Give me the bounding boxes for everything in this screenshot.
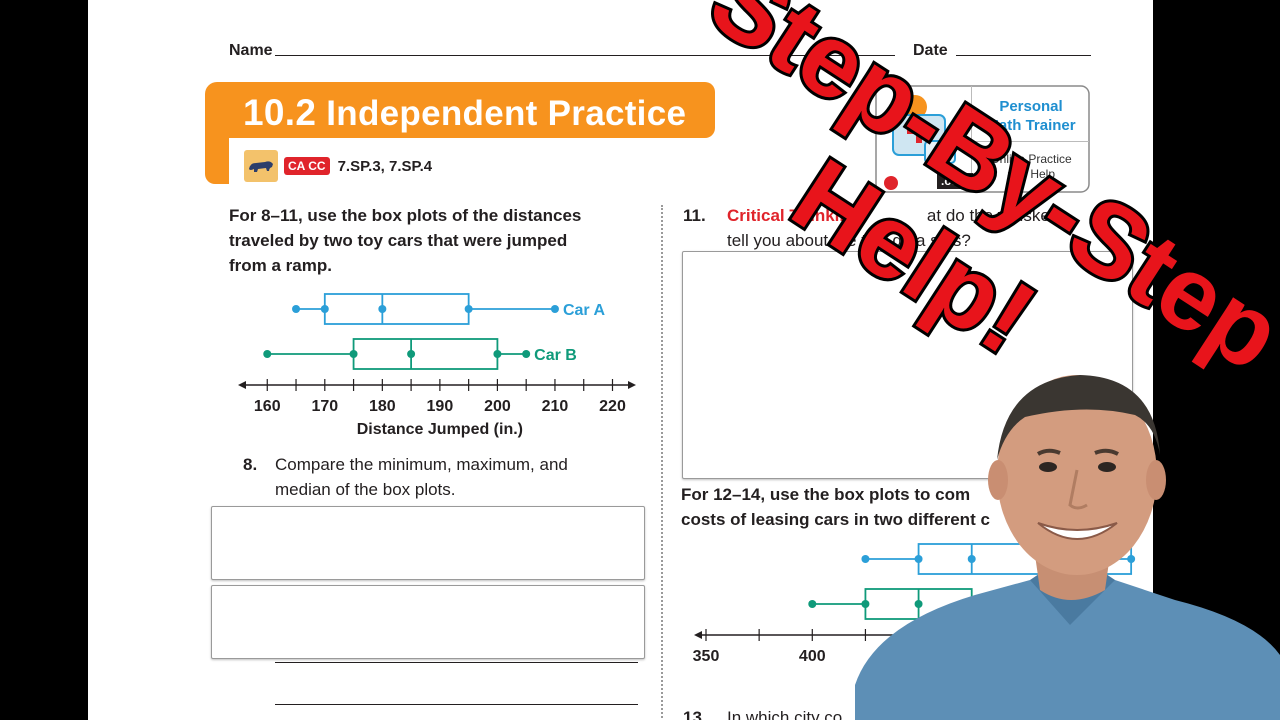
q8-number: 8. bbox=[243, 455, 258, 474]
car-distance-box-plots: 160 170 180 190 200 210 220 Distance Jumped (in… bbox=[238, 293, 636, 438]
series-1-median-point bbox=[967, 555, 976, 563]
tick-label: 220 bbox=[599, 398, 626, 415]
california-bear-icon bbox=[244, 150, 278, 182]
q11-text: Critical Thinking at do the whiskers tel… bbox=[727, 203, 1064, 253]
tick-label: 350 bbox=[693, 648, 720, 665]
name-label: Name bbox=[229, 42, 273, 59]
column-divider bbox=[661, 205, 663, 720]
car-a-box bbox=[323, 293, 470, 325]
q11-line1-tail: at do the whiskers bbox=[926, 206, 1064, 225]
right-intro: For 12–14, use the box plots to com cost… bbox=[681, 482, 990, 532]
car-a-label: Car A bbox=[563, 302, 606, 319]
series-2-min-point bbox=[808, 600, 817, 608]
left-intro-line2: traveled by two toy cars that were jumpe… bbox=[229, 231, 568, 250]
q8-line2: median of the box plots. bbox=[275, 480, 456, 499]
standards-row: CA CC 7.SP.3, 7.SP.4 bbox=[244, 150, 432, 182]
presenter-photo bbox=[855, 375, 1280, 720]
pmt-title-line1: Personal bbox=[999, 98, 1063, 115]
car-b-box bbox=[352, 338, 499, 370]
worksheet-page: Name Date 10.2 Independent Practice CA C… bbox=[88, 0, 1153, 720]
tick-label: 190 bbox=[427, 398, 454, 415]
pmt-sub-line2: and Help bbox=[1006, 167, 1056, 181]
lesson-title: 10.2 Independent Practice bbox=[243, 92, 686, 134]
right-intro-line2: costs of leasing cars in two different c bbox=[681, 510, 990, 529]
x-axis-label: Distance Jumped (in.) bbox=[357, 421, 523, 438]
ca-cc-badge: CA CC bbox=[284, 157, 330, 175]
car-a-q1-point bbox=[320, 305, 329, 313]
axis-arrow-left bbox=[238, 381, 246, 389]
q13-number: 13. bbox=[683, 708, 707, 720]
lesson-title-text: Independent Practice bbox=[326, 94, 687, 133]
personal-math-trainer-card[interactable]: Personal Math Trainer Online Practice an… bbox=[875, 85, 1090, 193]
q11-number: 11. bbox=[683, 206, 706, 225]
series-1-q1-point bbox=[914, 555, 923, 563]
tick-label: 210 bbox=[542, 398, 569, 415]
axis-arrow-right bbox=[628, 381, 636, 389]
car-b-q1-point bbox=[349, 350, 358, 358]
lesson-number: 10.2 bbox=[243, 92, 317, 133]
car-a-max-point bbox=[550, 305, 559, 313]
series-2-median-point bbox=[914, 600, 923, 608]
tick-label: 170 bbox=[311, 398, 338, 415]
pmt-sub-line1: Online Practice bbox=[990, 152, 1072, 166]
left-intro-line3: from a ramp. bbox=[229, 256, 332, 275]
pmt-com-label: .com bbox=[937, 173, 974, 189]
right-intro-line1: For 12–14, use the box plots to com bbox=[681, 485, 971, 504]
series-1-min-point bbox=[861, 555, 870, 563]
tick-label: 200 bbox=[484, 398, 511, 415]
axis-arrow-left bbox=[694, 631, 702, 639]
q8-line1: Compare the minimum, maximum, and bbox=[275, 455, 568, 474]
answer-line-1 bbox=[275, 662, 638, 663]
series-2-q1-point bbox=[861, 600, 870, 608]
date-label: Date bbox=[913, 42, 948, 59]
car-a-min-point bbox=[292, 305, 301, 313]
q11-line2: tell you about the two data sets? bbox=[727, 231, 971, 250]
car-a-median-point bbox=[378, 305, 387, 313]
series-1-q3-point bbox=[1127, 555, 1136, 563]
tick-label: 180 bbox=[369, 398, 396, 415]
pmt-title-line2: Math Trainer bbox=[986, 117, 1076, 134]
tick-label: 400 bbox=[799, 648, 826, 665]
car-b-max-point bbox=[522, 350, 531, 358]
q11-critical-thinking-label: Critical Thinking bbox=[727, 206, 861, 225]
left-intro-line1: For 8–11, use the box plots of the dista… bbox=[229, 206, 582, 225]
car-b-min-point bbox=[263, 350, 272, 358]
car-a-q3-point bbox=[464, 305, 473, 313]
tick-label: 160 bbox=[254, 398, 281, 415]
pmt-card-graphic bbox=[875, 85, 1090, 193]
car-b-q3-point bbox=[493, 350, 502, 358]
q8-text: Compare the minimum, maximum, and median… bbox=[275, 452, 568, 502]
q8-answer-box[interactable] bbox=[211, 506, 645, 580]
left-intro: For 8–11, use the box plots of the dista… bbox=[229, 203, 581, 278]
answer-line-2 bbox=[275, 704, 638, 705]
car-b-median-point bbox=[407, 350, 416, 358]
standards-text: 7.SP.3, 7.SP.4 bbox=[337, 157, 433, 175]
car-b-label: Car B bbox=[534, 347, 577, 364]
q9-answer-box[interactable] bbox=[211, 585, 645, 659]
q13-text: In which city co bbox=[727, 708, 843, 720]
